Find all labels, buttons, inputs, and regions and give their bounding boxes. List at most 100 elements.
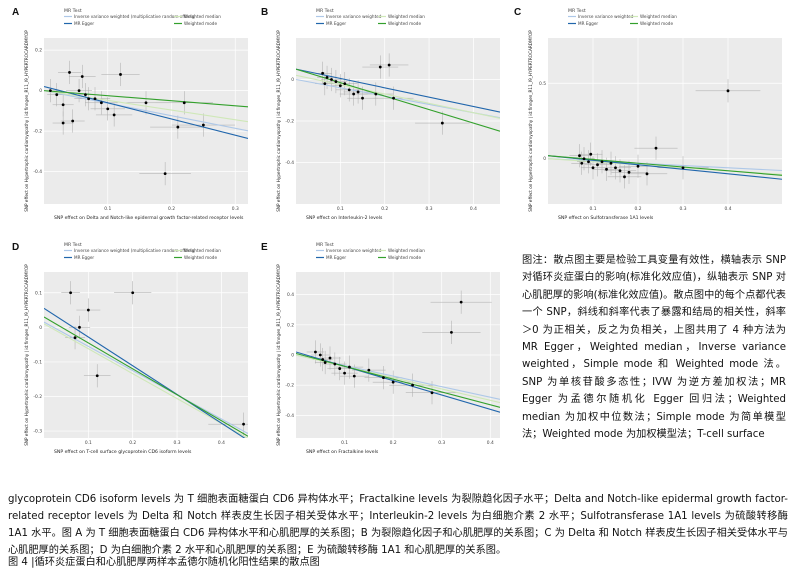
figure-caption: glycoprotein CD6 isoform levels 为 T 细胞表面…	[8, 494, 788, 556]
data-point	[348, 365, 351, 369]
data-point	[182, 101, 186, 105]
y-tick-label: -0.2	[285, 119, 294, 125]
plot-area-c	[548, 38, 782, 204]
data-point	[374, 92, 378, 96]
data-point	[176, 125, 180, 129]
y-tick-label: 0.1	[35, 290, 42, 296]
data-point	[84, 93, 87, 97]
data-point	[367, 368, 371, 372]
data-point	[391, 380, 395, 384]
y-axis-label: SNP effect on Hypertrophic cardiomyopath…	[528, 30, 533, 212]
figure-title: 图 4 |循环炎症蛋白和心肌肥厚两样本孟德尔随机化阳性结果的散点图	[8, 557, 320, 568]
data-point	[48, 89, 52, 93]
legend-entry: Weighted median	[388, 14, 425, 19]
data-point	[333, 362, 337, 366]
data-point	[605, 167, 608, 171]
data-point	[614, 166, 617, 170]
legend-entry: Inverse variance weighted (multiplicativ…	[74, 14, 196, 19]
data-point	[86, 308, 90, 312]
data-point	[352, 374, 356, 378]
data-point	[654, 146, 658, 150]
y-tick-label: -0.3	[33, 429, 42, 435]
regression-line	[296, 352, 500, 408]
x-axis-label: SNP effect on T-cell surface glycoprotei…	[54, 449, 192, 455]
y-tick-label: 0	[39, 88, 42, 94]
x-tick-label: 0.4	[487, 440, 494, 446]
regression-line	[548, 155, 782, 176]
x-tick-label: 0.2	[381, 206, 388, 212]
y-tick-label: -0.1	[33, 359, 42, 365]
x-tick-label: 0.3	[174, 440, 181, 446]
legend-entry: Weighted median	[640, 14, 677, 19]
legend-title: MR Test	[316, 242, 334, 248]
y-tick-label: 0	[543, 156, 546, 162]
regression-line	[548, 155, 782, 180]
legend-entry: Weighted median	[184, 14, 221, 19]
data-point	[636, 164, 640, 168]
legend-entry: Inverse variance weighted	[578, 14, 634, 19]
plot-area-d	[44, 272, 248, 438]
panel-label-a: A	[12, 7, 20, 18]
data-point	[328, 356, 332, 360]
x-tick-label: 0.3	[426, 206, 433, 212]
data-point	[321, 71, 325, 75]
data-point	[343, 82, 347, 86]
legend-entry: MR Egger	[578, 21, 598, 26]
legend-entry: Weighted mode	[184, 21, 217, 26]
data-point	[459, 300, 463, 304]
data-point	[242, 422, 245, 426]
data-point	[112, 113, 116, 117]
data-point	[578, 154, 581, 158]
data-point	[361, 96, 364, 100]
data-point	[323, 361, 327, 364]
data-point	[330, 78, 333, 81]
data-point	[80, 75, 84, 78]
data-point	[378, 65, 382, 69]
data-point	[600, 160, 604, 164]
regression-line	[44, 323, 248, 438]
legend-entry: Inverse variance weighted	[326, 248, 382, 253]
data-point	[325, 76, 329, 79]
x-tick-label: 0.3	[680, 206, 687, 212]
legend-entry: MR Egger	[74, 255, 94, 260]
x-tick-label: 0.2	[129, 440, 136, 446]
data-point	[321, 358, 325, 361]
data-point	[201, 123, 205, 127]
data-point	[589, 152, 593, 156]
x-tick-label: 0.2	[635, 206, 642, 212]
data-point	[131, 291, 135, 295]
figure-note: 图注：散点图主要是检验工具变量有效性，横轴表示 SNP 对循环炎症蛋白的影响(标…	[522, 255, 786, 441]
data-point	[93, 97, 97, 101]
legend-entry: MR Egger	[326, 21, 346, 26]
legend-entry: Weighted median	[388, 248, 425, 253]
data-point	[681, 166, 685, 170]
y-tick-label: 0	[291, 353, 294, 359]
regression-line	[44, 90, 248, 123]
legend-entry: Inverse variance weighted (multiplicativ…	[74, 248, 196, 253]
data-point	[352, 92, 356, 96]
x-axis-label: SNP effect on Delta and Notch-like epide…	[54, 215, 244, 221]
data-point	[61, 103, 65, 107]
data-point	[69, 291, 73, 295]
data-point	[582, 157, 586, 161]
x-tick-label: 0.3	[232, 206, 239, 212]
data-point	[338, 367, 342, 370]
x-tick-label: 0.4	[470, 206, 477, 212]
data-point	[609, 161, 613, 165]
data-point	[68, 71, 71, 74]
y-tick-label: 0	[39, 325, 42, 331]
data-point	[440, 121, 444, 125]
data-point	[106, 107, 110, 111]
y-axis-label: SNP effect on Hypertrophic cardiomyopath…	[276, 30, 281, 212]
regression-line	[44, 316, 248, 437]
y-tick-label: -0.2	[285, 383, 294, 389]
regression-line	[548, 158, 782, 172]
panel-label-b: B	[261, 7, 269, 18]
legend-entry: Weighted mode	[184, 255, 217, 260]
y-tick-label: -0.2	[33, 394, 42, 400]
legend-entry: Inverse variance weighted	[326, 14, 382, 19]
regression-line	[44, 307, 246, 438]
